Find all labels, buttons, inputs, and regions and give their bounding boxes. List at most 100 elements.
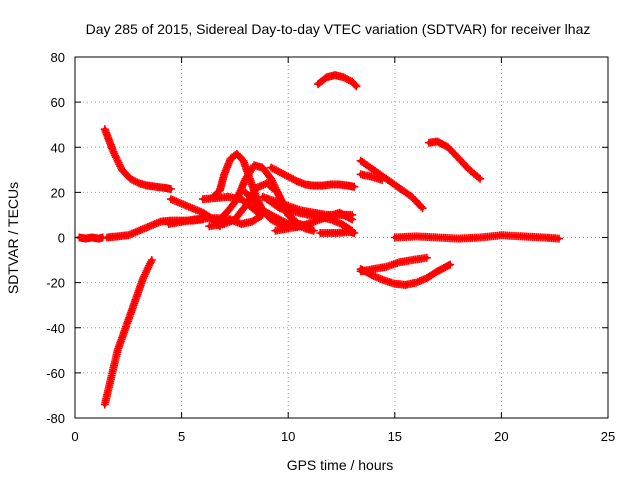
y-tick-label: 60 xyxy=(51,95,65,110)
data-point xyxy=(265,181,269,185)
series-s17 xyxy=(314,71,361,91)
data-point xyxy=(382,278,386,282)
y-tick-label: 80 xyxy=(51,50,65,65)
series-s21 xyxy=(356,253,431,276)
data-point xyxy=(273,229,277,233)
data-point xyxy=(414,281,418,285)
data-point xyxy=(404,283,407,287)
data-point xyxy=(269,166,273,170)
data-point xyxy=(446,145,450,149)
data-point xyxy=(499,233,503,237)
series-s3 xyxy=(100,125,175,193)
ticks xyxy=(74,56,609,419)
data-point xyxy=(425,276,429,280)
series-line xyxy=(200,194,263,217)
data-point xyxy=(384,265,388,269)
data-point xyxy=(286,175,290,179)
data-point xyxy=(340,222,343,226)
data-point xyxy=(244,177,248,181)
data-point xyxy=(350,80,354,84)
series-s1 xyxy=(75,233,107,243)
data-point xyxy=(137,181,141,185)
chart-title: Day 285 of 2015, Sidereal Day-to-day VTE… xyxy=(86,21,591,37)
data-point xyxy=(244,190,248,194)
x-axis-label: GPS time / hours xyxy=(287,457,394,473)
data-point xyxy=(214,196,218,200)
data-point xyxy=(295,179,299,183)
y-tick-label: -20 xyxy=(46,276,65,291)
data-point xyxy=(320,184,324,188)
data-point xyxy=(222,222,226,226)
data-point xyxy=(116,234,120,238)
data-point xyxy=(318,231,322,235)
data-point xyxy=(478,177,482,181)
data-point xyxy=(111,150,115,154)
data-point xyxy=(97,237,100,241)
x-tick-label: 5 xyxy=(178,429,185,444)
data-point xyxy=(201,211,205,215)
data-point xyxy=(259,213,262,217)
series-s22 xyxy=(390,231,563,243)
data-point xyxy=(229,157,233,160)
data-point xyxy=(410,258,414,262)
data-point xyxy=(250,220,254,224)
series-line xyxy=(358,255,429,274)
x-tick-label: 25 xyxy=(601,429,615,444)
data-point xyxy=(352,231,356,235)
data-point xyxy=(146,184,149,188)
data-point xyxy=(239,197,243,201)
data-point xyxy=(286,227,290,230)
x-tick-label: 20 xyxy=(494,429,508,444)
data-point xyxy=(342,75,346,79)
x-tick-label: 15 xyxy=(388,429,402,444)
data-point xyxy=(299,208,303,212)
data-point xyxy=(303,183,307,186)
data-point xyxy=(337,213,341,217)
data-point xyxy=(163,186,166,190)
data-point xyxy=(84,237,88,241)
series-line xyxy=(318,229,357,235)
data-point xyxy=(312,211,316,215)
data-point xyxy=(109,375,113,379)
data-point xyxy=(372,168,375,172)
data-point xyxy=(278,206,282,210)
data-point xyxy=(273,199,277,203)
data-point xyxy=(233,217,237,221)
data-point xyxy=(261,208,265,212)
data-point xyxy=(467,168,471,172)
data-point xyxy=(254,186,258,190)
data-point xyxy=(126,233,130,237)
data-point xyxy=(252,199,256,203)
data-point xyxy=(235,152,239,156)
data-point xyxy=(421,206,424,210)
y-tick-label: -60 xyxy=(46,366,65,381)
data-point xyxy=(190,206,194,210)
data-point xyxy=(207,224,211,228)
data-point xyxy=(286,204,290,208)
data-point xyxy=(397,260,401,264)
data-point xyxy=(269,213,273,217)
data-point xyxy=(218,217,222,221)
data-point xyxy=(169,187,173,191)
data-point xyxy=(312,229,316,233)
series-s16 xyxy=(316,227,359,237)
data-point xyxy=(105,236,109,239)
data-point xyxy=(278,195,282,199)
data-point xyxy=(369,175,373,179)
data-point xyxy=(397,186,401,190)
data-point xyxy=(337,183,341,186)
data-point xyxy=(261,195,265,199)
data-point xyxy=(122,330,126,334)
x-tick-labels: 0 5 10 15 20 25 xyxy=(71,429,615,444)
data-point xyxy=(557,237,561,241)
data-point xyxy=(180,202,184,206)
data-point xyxy=(120,168,124,172)
data-point xyxy=(372,267,375,271)
data-point xyxy=(137,229,141,233)
data-point xyxy=(335,231,339,235)
data-point xyxy=(135,294,139,298)
series-s18 xyxy=(356,156,427,213)
data-point xyxy=(261,166,265,170)
data-point xyxy=(278,217,282,221)
data-point xyxy=(457,157,461,160)
